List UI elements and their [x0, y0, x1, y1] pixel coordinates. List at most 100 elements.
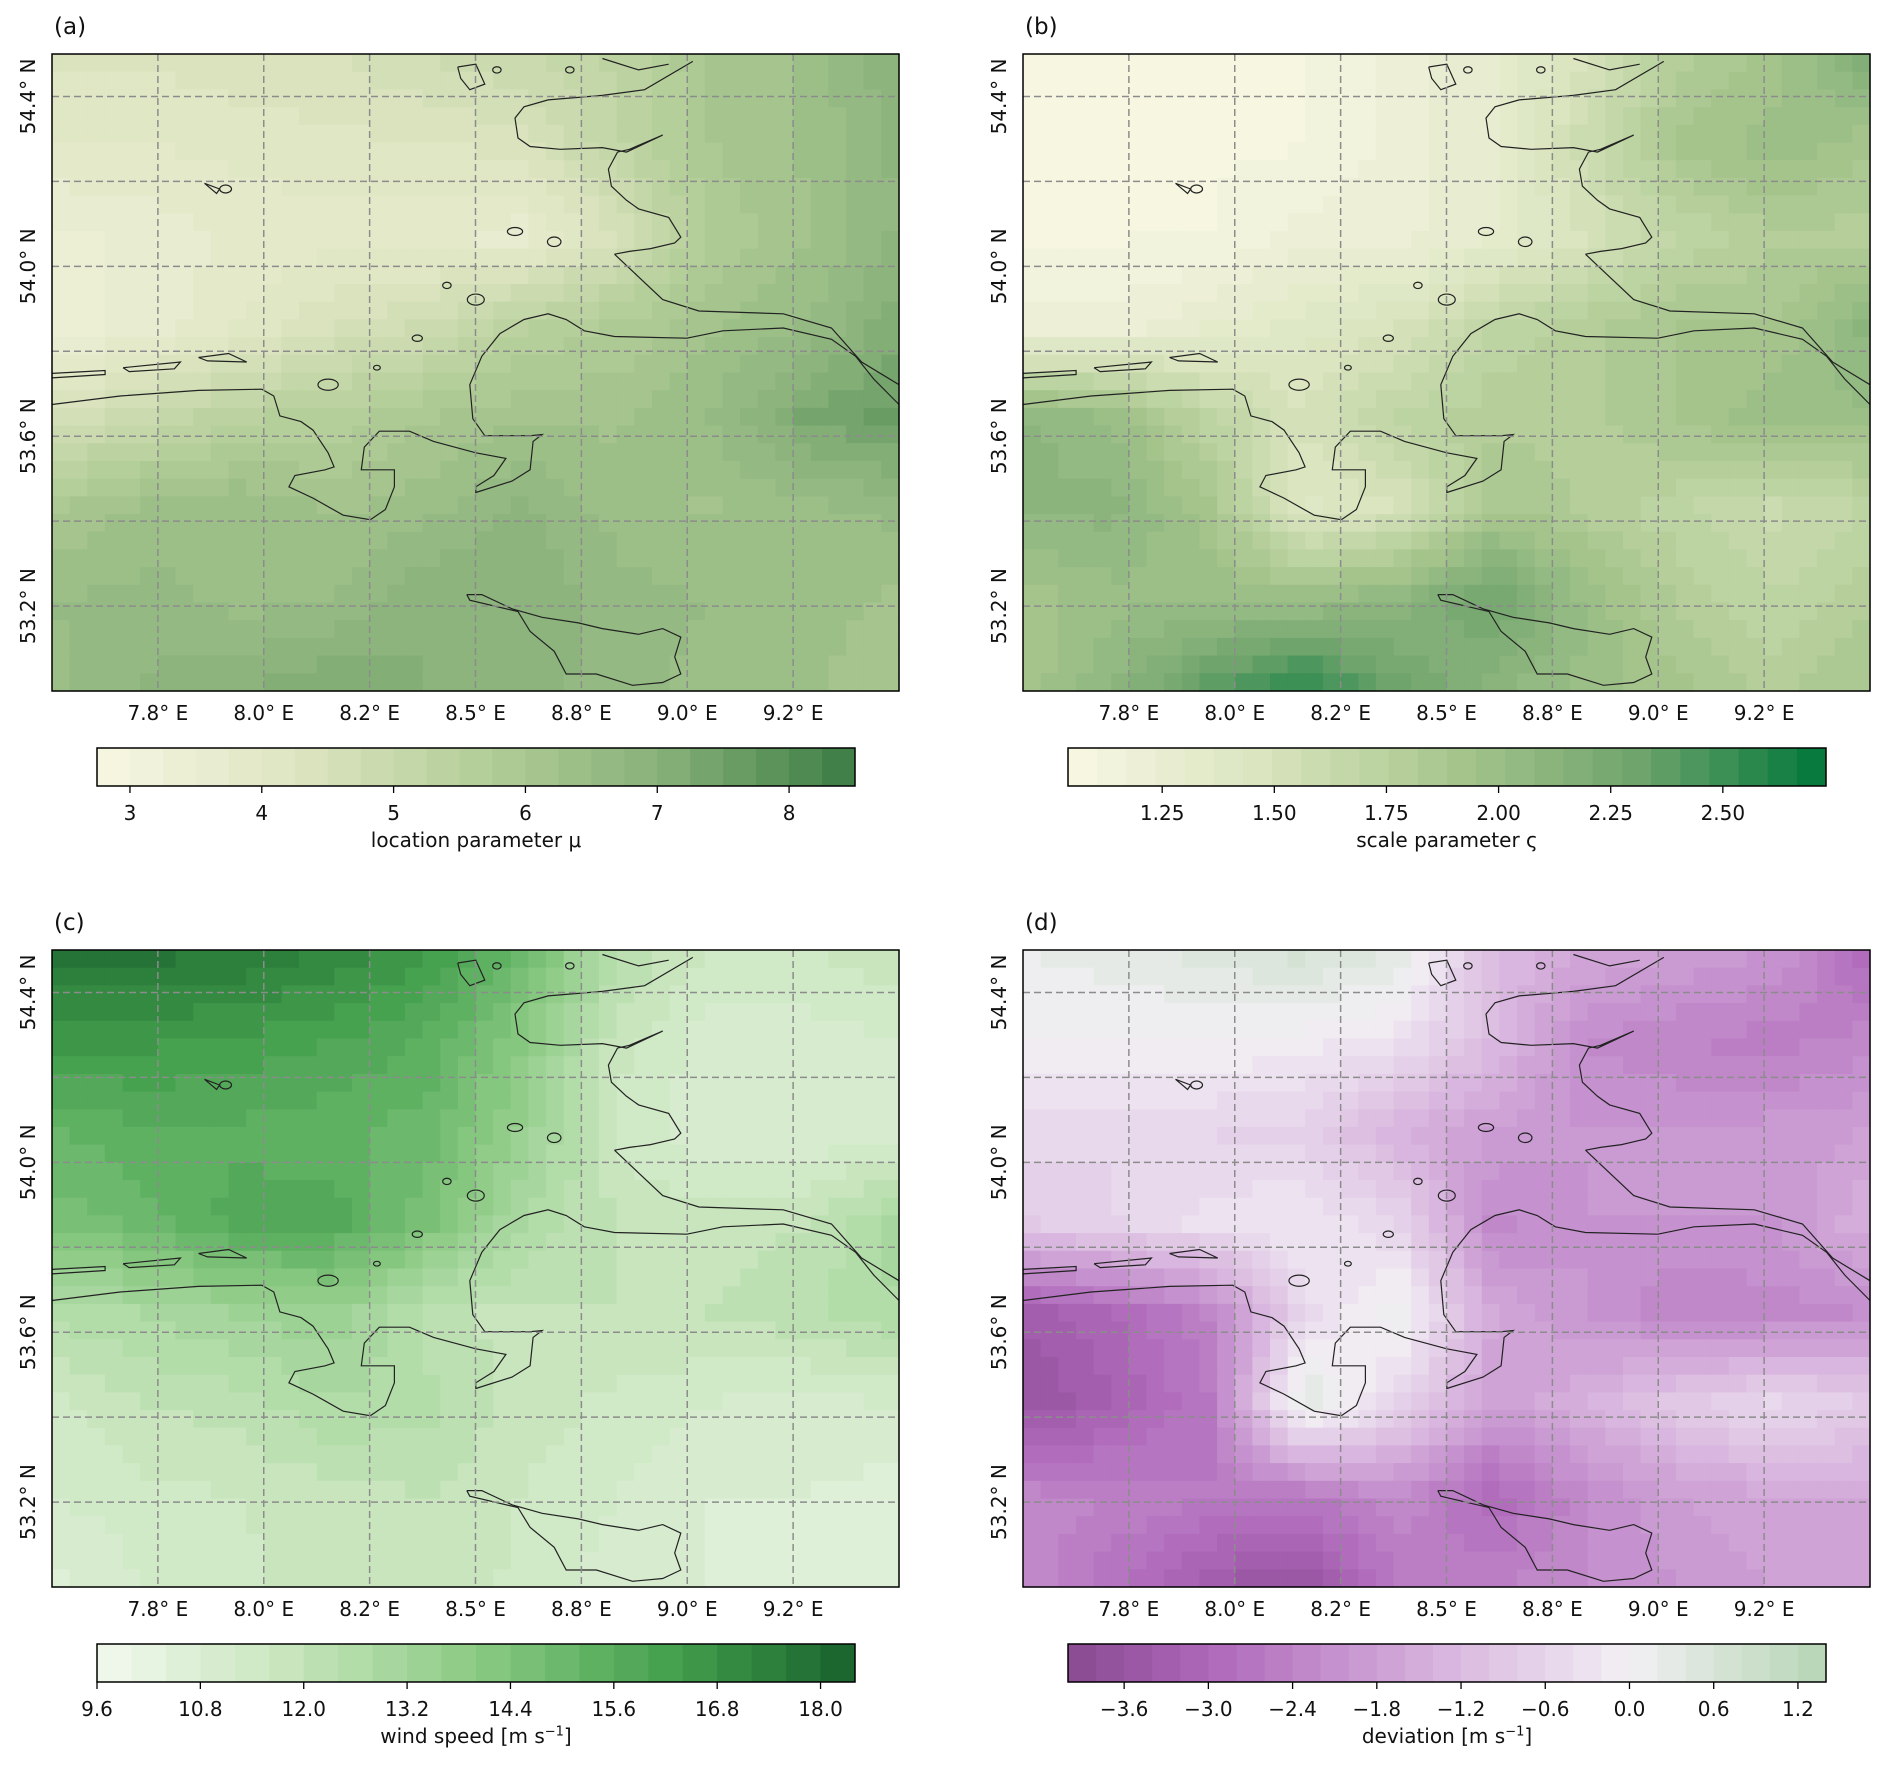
field-cell: [440, 1304, 458, 1322]
field-cell: [387, 426, 405, 444]
field-cell: [70, 1127, 88, 1145]
field-cell: [1835, 143, 1853, 161]
field-cell: [1094, 673, 1112, 691]
field-cell: [793, 1233, 811, 1251]
field-cell: [246, 337, 264, 355]
field-cell: [299, 160, 317, 178]
field-cell: [1517, 143, 1535, 161]
field-cell: [1658, 89, 1676, 107]
field-cell: [1235, 408, 1253, 426]
field-cell: [564, 567, 582, 585]
field-cell: [652, 1357, 670, 1375]
field-cell: [1270, 373, 1288, 391]
field-cell: [528, 249, 546, 267]
field-cell: [828, 1410, 846, 1428]
field-cell: [1129, 549, 1147, 567]
field-cell: [70, 72, 88, 90]
field-cell: [511, 567, 529, 585]
field-cell: [387, 337, 405, 355]
field-cell: [670, 1322, 688, 1340]
field-cell: [1499, 514, 1517, 532]
field-cell: [229, 950, 247, 968]
field-cell: [493, 1198, 511, 1216]
field-cell: [476, 549, 494, 567]
field-cell: [140, 1445, 158, 1463]
field-cell: [1094, 585, 1112, 603]
field-cell: [564, 196, 582, 214]
field-cell: [1535, 443, 1553, 461]
field-cell: [1694, 249, 1712, 267]
field-cell: [1411, 549, 1429, 567]
field-cell: [740, 950, 758, 968]
field-cell: [211, 319, 229, 337]
field-cell: [352, 1021, 370, 1039]
field-cell: [423, 950, 441, 968]
field-cell: [1164, 408, 1182, 426]
field-cell: [1499, 107, 1517, 125]
field-cell: [1517, 249, 1535, 267]
field-cell: [776, 479, 794, 497]
field-cell: [1852, 656, 1870, 674]
field-cell: [299, 72, 317, 90]
field-cell: [652, 479, 670, 497]
field-cell: [1094, 514, 1112, 532]
field-cell: [281, 1357, 299, 1375]
field-cell: [581, 1357, 599, 1375]
field-cell: [387, 54, 405, 72]
field-cell: [1535, 496, 1553, 514]
field-cell: [846, 673, 864, 691]
field-cell: [1252, 178, 1270, 196]
field-cell: [1570, 426, 1588, 444]
field-cell: [546, 1074, 564, 1092]
field-cell: [352, 231, 370, 249]
field-cell: [140, 196, 158, 214]
field-cell: [617, 567, 635, 585]
field-cell: [828, 1074, 846, 1092]
field-cell: [1270, 567, 1288, 585]
field-cell: [581, 968, 599, 986]
field-cell: [652, 373, 670, 391]
field-cell: [87, 443, 105, 461]
field-cell: [1711, 54, 1729, 72]
field-cell: [758, 1286, 776, 1304]
field-cell: [1447, 160, 1465, 178]
field-cell: [176, 160, 194, 178]
field-cell: [1552, 461, 1570, 479]
field-cell: [123, 1233, 141, 1251]
field-cell: [1023, 532, 1041, 550]
field-cell: [352, 532, 370, 550]
lat-tick-label: 54.4° N: [16, 59, 40, 135]
field-cell: [246, 1180, 264, 1198]
field-cell: [1852, 355, 1870, 373]
field-cell: [723, 408, 741, 426]
field-cell: [476, 213, 494, 231]
field-cell: [1058, 231, 1076, 249]
field-cell: [740, 1233, 758, 1251]
field-cell: [158, 231, 176, 249]
field-cell: [1111, 178, 1129, 196]
field-cell: [1023, 443, 1041, 461]
field-cell: [387, 1339, 405, 1357]
field-cell: [1676, 373, 1694, 391]
field-cell: [211, 1003, 229, 1021]
field-cell: [1729, 603, 1747, 621]
field-cell: [1482, 72, 1500, 90]
field-cell: [758, 1269, 776, 1287]
field-cell: [176, 673, 194, 691]
field-cell: [1676, 196, 1694, 214]
field-cell: [387, 1180, 405, 1198]
colorbar-segment: [1155, 748, 1185, 786]
field-cell: [828, 585, 846, 603]
field-cell: [1147, 337, 1165, 355]
field-cell: [564, 355, 582, 373]
field-cell: [740, 143, 758, 161]
field-cell: [1288, 125, 1306, 143]
field-cell: [352, 673, 370, 691]
field-cell: [281, 1074, 299, 1092]
field-cell: [1835, 54, 1853, 72]
field-cell: [299, 1127, 317, 1145]
field-cell: [281, 302, 299, 320]
field-cell: [1729, 54, 1747, 72]
field-cell: [440, 1375, 458, 1393]
field-cell: [176, 1162, 194, 1180]
